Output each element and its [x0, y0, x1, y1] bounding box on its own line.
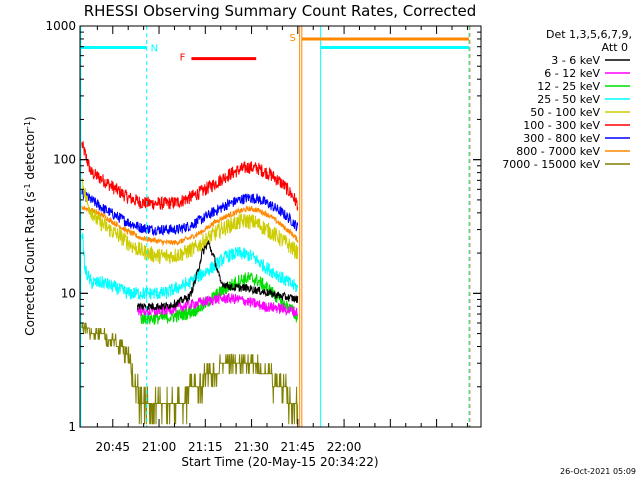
legend-entry-label: 7000 - 15000 keV: [502, 158, 600, 171]
legend-entry-label: 50 - 100 keV: [530, 106, 600, 119]
series-line-2: [81, 189, 299, 237]
series-line-9: [81, 322, 299, 425]
legend-entry-label: 300 - 800 keV: [523, 132, 600, 145]
legend-entry-label: 3 - 6 keV: [551, 54, 600, 67]
series-layer: [81, 141, 299, 425]
x-tick-label: 22:00: [327, 440, 362, 454]
legend-entry-label: 100 - 300 keV: [523, 119, 600, 132]
series-line-8: [137, 240, 299, 311]
legend-header-detectors: Det 1,3,5,6,7,9,: [546, 28, 632, 41]
interval-flag-s: S: [289, 33, 295, 44]
series-line-4: [81, 178, 299, 265]
x-axis-label: Start Time (20-May-15 20:34:22): [181, 455, 378, 469]
legend-entry-label: 12 - 25 keV: [537, 80, 600, 93]
interval-flag-n: N: [151, 44, 158, 55]
generated-timestamp: 26-Oct-2021 05:09: [560, 467, 636, 476]
chart-title: RHESSI Observing Summary Count Rates, Co…: [84, 2, 477, 20]
x-axis-ticks: 20:45 21:00 21:15 21:30 21:45 22:00: [95, 26, 468, 454]
plot-frame: [79, 25, 482, 428]
x-tick-label: 21:00: [142, 440, 177, 454]
interval-flag-f: F: [180, 53, 186, 64]
series-line-3: [81, 205, 299, 247]
y-tick-label: 10: [61, 286, 76, 300]
x-tick-label: 21:45: [281, 440, 316, 454]
interval-marker-layer: [80, 26, 471, 427]
x-tick-label: 21:30: [234, 440, 269, 454]
y-axis-ticks: 1 10 100 1000: [45, 19, 481, 434]
y-tick-label: 100: [53, 153, 76, 167]
x-tick-label: 21:15: [188, 440, 223, 454]
y-axis-label: Corrected Count Rate (s-1 detector-1): [23, 116, 38, 335]
series-line-5: [81, 232, 299, 301]
y-tick-label: 1000: [45, 19, 76, 33]
legend-entry-label: 800 - 7000 keV: [516, 145, 600, 158]
y-tick-label: 1: [68, 420, 76, 434]
legend-entry-label: 6 - 12 keV: [544, 67, 600, 80]
legend-header-attenuator: Att 0: [602, 41, 628, 54]
x-tick-label: 20:45: [95, 440, 130, 454]
legend-entry-label: 25 - 50 keV: [537, 93, 600, 106]
series-line-1: [81, 141, 299, 211]
